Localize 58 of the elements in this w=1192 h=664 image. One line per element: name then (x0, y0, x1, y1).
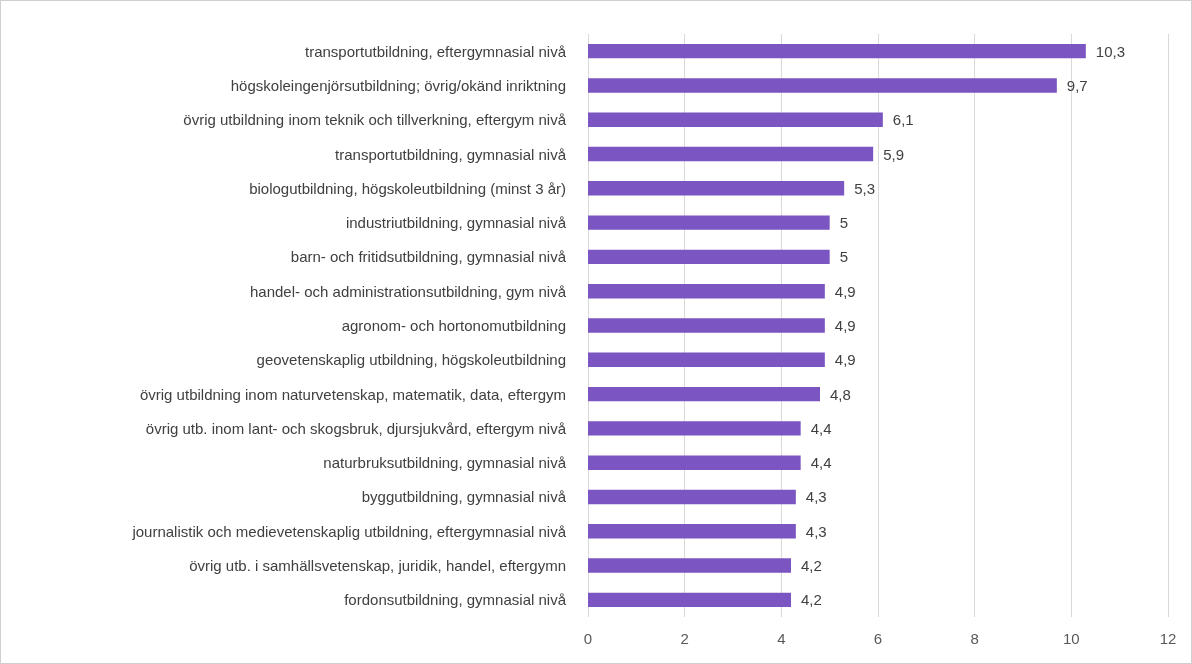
y-tick-label: transportutbildning, eftergymnasial nivå (305, 42, 567, 60)
bar (588, 455, 801, 470)
data-label: 4,8 (830, 385, 851, 403)
y-tick-label: byggutbildning, gymnasial nivå (361, 488, 567, 506)
x-tick-label: 0 (583, 630, 593, 647)
x-tick-label: 10 (1062, 630, 1080, 647)
y-tick-label: naturbruksutbildning, gymnasial nivå (323, 454, 567, 472)
bar (588, 284, 825, 299)
y-tick-label: geovetenskaplig utbildning, högskoleutbildning (256, 351, 566, 369)
x-tick-label: 4 (777, 630, 786, 647)
bar (588, 215, 830, 230)
data-label: 10,3 (1095, 42, 1126, 60)
y-tick-label: övrig utb. inom lant- och skogsbruk, djursjukvård, eftergym nivå (145, 419, 567, 437)
data-label: 5 (839, 248, 849, 266)
data-label: 4,9 (834, 351, 856, 369)
bar (588, 524, 796, 539)
bar (588, 386, 820, 402)
data-label: 6,1 (892, 111, 914, 129)
data-label: 5 (839, 214, 849, 232)
data-label: 4,4 (810, 419, 832, 437)
bar (588, 146, 874, 162)
y-tick-label: industriutbildning, gymnasial nivå (345, 214, 567, 232)
bar (588, 421, 801, 436)
data-label: 4,3 (805, 522, 827, 540)
x-tick-label: 6 (873, 630, 883, 647)
y-tick-label: fordonsutbildning, gymnasial nivå (344, 591, 567, 609)
y-tick-label: biologutbildning, högskoleutbildning (minst 3 år) (249, 179, 566, 197)
bar (588, 352, 825, 367)
data-label: 9,7 (1066, 76, 1088, 94)
y-tick-label: agronom- och hortonomutbildning (341, 317, 566, 334)
y-tick-label: transportutbildning, gymnasial nivå (335, 145, 567, 163)
x-tick-label: 2 (680, 630, 689, 647)
x-tick-label: 12 (1159, 630, 1177, 647)
bar (588, 78, 1057, 93)
y-tick-label: högskoleingenjörsutbildning; övrig/okänd inriktning (230, 76, 566, 94)
bar (588, 43, 1086, 59)
x-tick-label: 8 (970, 630, 979, 647)
data-label: 5,3 (854, 179, 876, 197)
bar (588, 592, 791, 608)
bar (588, 112, 883, 127)
bar (588, 318, 825, 333)
bar (588, 249, 830, 265)
data-label: 4,4 (810, 454, 832, 472)
bar (588, 181, 845, 196)
data-label: 4,9 (834, 282, 856, 300)
data-label: 4,2 (801, 591, 822, 609)
data-label: 4,9 (834, 317, 856, 334)
y-tick-label: övrig utb. i samhällsvetenskap, juridik, handel, eftergymn (189, 557, 566, 575)
y-tick-label: övrig utbildning inom teknik och tillverkning, eftergym nivå (183, 111, 567, 129)
y-tick-label: övrig utbildning inom naturvetenskap, matematik, data, eftergym (139, 385, 566, 403)
y-tick-label: handel- och administrationsutbildning, gym nivå (249, 282, 567, 300)
data-label: 4,3 (805, 488, 827, 506)
bar (588, 558, 791, 573)
y-tick-label: journalistik och medievetenskaplig utbildning, eftergymnasial nivå (131, 522, 567, 540)
bar (588, 489, 796, 505)
data-label: 4,2 (801, 557, 822, 575)
data-label: 5,9 (883, 145, 905, 163)
y-tick-label: barn- och fritidsutbildning, gymnasial nivå (290, 248, 567, 266)
